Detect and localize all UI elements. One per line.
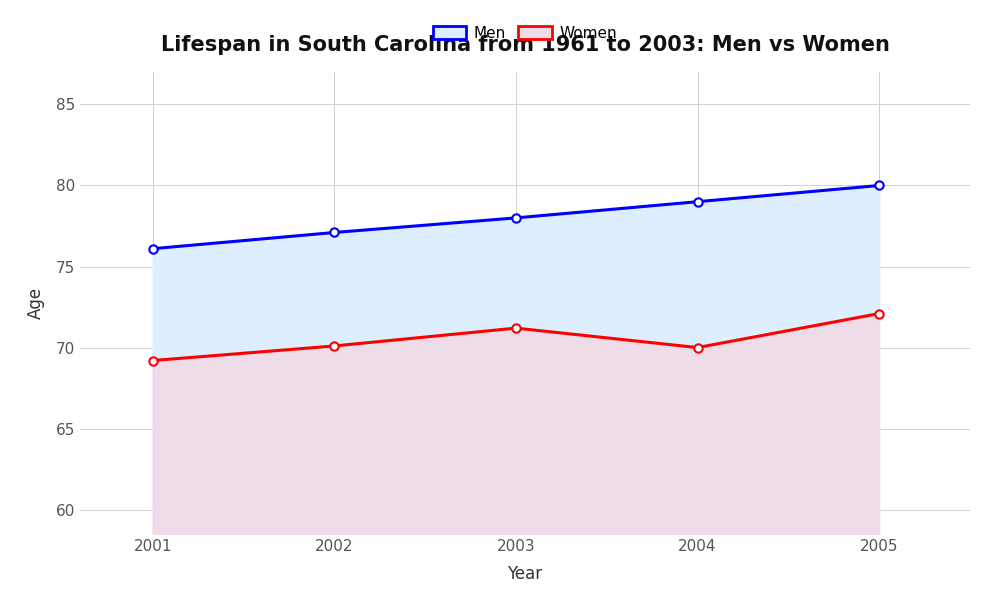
Legend: Men, Women: Men, Women — [427, 20, 623, 47]
Title: Lifespan in South Carolina from 1961 to 2003: Men vs Women: Lifespan in South Carolina from 1961 to … — [161, 35, 889, 55]
X-axis label: Year: Year — [507, 565, 543, 583]
Y-axis label: Age: Age — [27, 287, 45, 319]
